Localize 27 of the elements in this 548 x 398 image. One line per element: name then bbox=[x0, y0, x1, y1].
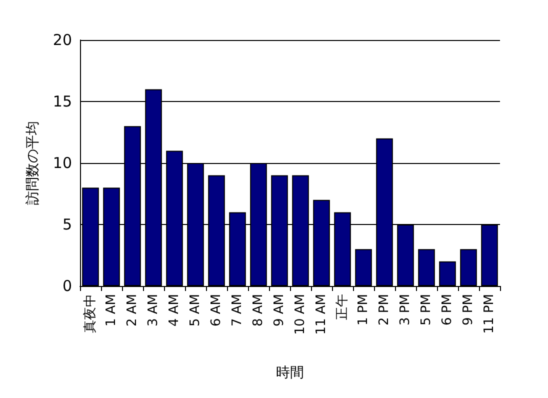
x-tick-label: 2 AM bbox=[125, 294, 140, 327]
x-tick-label: 真夜中 bbox=[82, 294, 98, 333]
x-tick-label: 正午 bbox=[335, 294, 350, 320]
x-tick-label: 9 AM bbox=[272, 294, 287, 327]
y-tick-label: 10 bbox=[52, 154, 72, 172]
x-tick-label: 3 AM bbox=[146, 294, 161, 327]
x-tick-label: 6 PM bbox=[440, 294, 455, 326]
x-tick-label: 2 PM bbox=[377, 294, 392, 326]
x-tick-label: 4 AM bbox=[167, 294, 182, 327]
x-tick-label: 5 AM bbox=[188, 294, 203, 327]
x-tick-label: 10 AM bbox=[293, 294, 308, 335]
x-tick-label: 1 PM bbox=[356, 294, 371, 326]
y-tick-label: 15 bbox=[52, 92, 72, 110]
x-tick-label: 9 PM bbox=[461, 294, 476, 326]
x-tick-label: 7 AM bbox=[230, 294, 245, 327]
x-tick-label: 5 PM bbox=[419, 294, 434, 326]
y-tick-label: 20 bbox=[52, 31, 72, 49]
x-tick-label: 8 AM bbox=[251, 294, 266, 327]
x-tick-label: 3 PM bbox=[398, 294, 413, 326]
x-tick-label: 6 AM bbox=[209, 294, 224, 327]
y-tick-label: 0 bbox=[62, 277, 72, 295]
y-axis-title: 訪問数の平均 bbox=[25, 121, 41, 205]
x-axis-title: 時間 bbox=[276, 365, 304, 381]
x-tick-label: 1 AM bbox=[104, 294, 119, 327]
x-tick-label: 11 PM bbox=[482, 294, 497, 334]
x-tick-label: 11 AM bbox=[314, 294, 329, 335]
y-tick-label: 5 bbox=[62, 216, 72, 234]
